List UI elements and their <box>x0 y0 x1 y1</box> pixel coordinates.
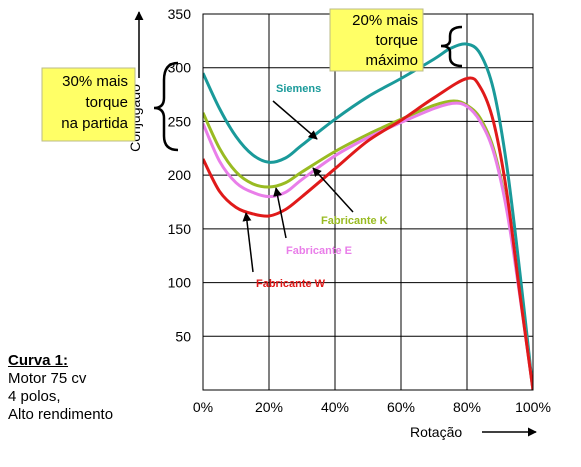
max-torque-brace <box>440 25 463 68</box>
x-tick-label: 40% <box>321 399 349 415</box>
curve-note-title: Curva 1: <box>8 352 69 369</box>
y-tick-label: 50 <box>175 328 191 344</box>
fabricante-k-pointer-arrow <box>312 167 354 213</box>
series-label-siemens: Siemens <box>276 83 321 95</box>
fabricante-e-pointer-arrow <box>273 187 287 239</box>
x-tick-label: 60% <box>387 399 415 415</box>
max-torque-callout-line-1: 20% mais <box>352 12 418 29</box>
start-torque-callout-line-1: 30% mais <box>62 73 128 90</box>
max-torque-callout-line-2: torque <box>375 32 418 49</box>
fabricante-w-pointer-arrow <box>242 212 254 273</box>
y-tick-label: 200 <box>168 167 192 183</box>
x-tick-labels: 0% 20% 40% 60% 80% 100% <box>193 399 551 415</box>
siemens-pointer-arrow <box>272 100 318 140</box>
series-label-fabricante-w: Fabricante W <box>256 278 326 290</box>
series-label-fabricante-k: Fabricante K <box>321 215 388 227</box>
x-tick-label: 100% <box>515 399 551 415</box>
y-tick-label: 250 <box>168 113 192 129</box>
x-tick-label: 0% <box>193 399 213 415</box>
y-tick-labels: 50 100 150 200 250 300 350 <box>168 6 192 344</box>
curve-note-line-3: Alto rendimento <box>8 406 114 423</box>
curve-note: Curva 1: Motor 75 cv 4 polos, Alto rendi… <box>8 352 113 424</box>
series-line-fabricante-k <box>203 99 533 390</box>
x-tick-label: 80% <box>453 399 481 415</box>
start-torque-callout-line-3: na partida <box>61 115 128 132</box>
x-axis-label: Rotação <box>410 424 462 440</box>
start-torque-callout-box <box>41 67 136 142</box>
max-torque-callout-line-3: máximo <box>365 52 418 69</box>
start-torque-brace <box>153 61 179 152</box>
series-label-fabricante-e: Fabricante E <box>286 245 352 257</box>
start-torque-callout-line-2: torque <box>85 94 128 111</box>
curve-note-line-2: 4 polos, <box>8 388 61 405</box>
curve-note-line-1: Motor 75 cv <box>8 370 87 387</box>
y-tick-label: 300 <box>168 60 192 76</box>
series-line-fabricante-e <box>203 101 533 390</box>
y-tick-label: 150 <box>168 221 192 237</box>
series-line-siemens <box>203 42 533 390</box>
max-torque-callout-box <box>329 8 424 72</box>
y-tick-label: 350 <box>168 6 192 22</box>
x-tick-label: 20% <box>255 399 283 415</box>
y-tick-label: 100 <box>168 275 192 291</box>
